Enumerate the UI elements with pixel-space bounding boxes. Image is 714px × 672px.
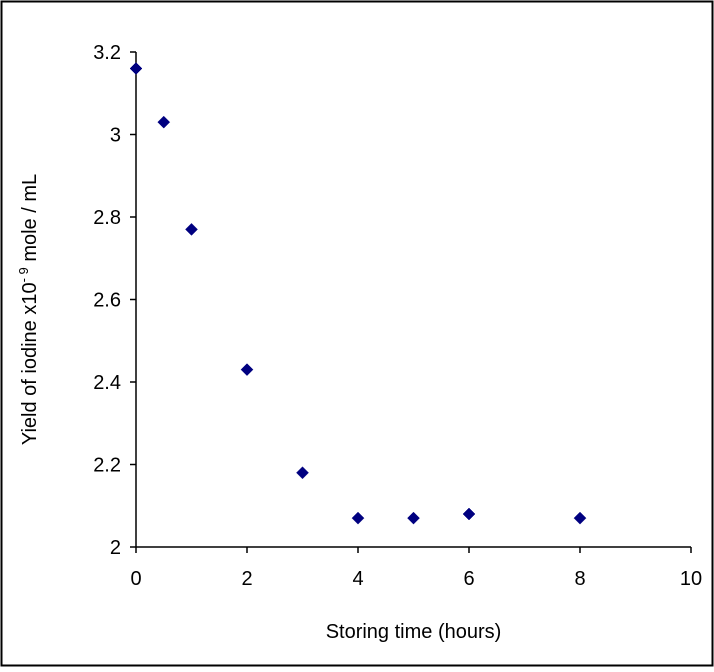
y-tick-label: 2.2 bbox=[93, 455, 121, 477]
data-point bbox=[573, 511, 587, 525]
y-tick-label: 3 bbox=[110, 125, 121, 147]
x-tick-label: 4 bbox=[352, 568, 363, 590]
x-tick-label: 6 bbox=[463, 568, 474, 590]
y-axis-label-suffix: mole / mL bbox=[19, 174, 41, 267]
x-axis-label: Storing time (hours) bbox=[326, 621, 502, 643]
x-tick-label: 8 bbox=[574, 568, 585, 590]
x-tick-label: 10 bbox=[680, 568, 702, 590]
y-axis-label-exponent: - 9 bbox=[16, 267, 31, 282]
data-points bbox=[129, 62, 587, 525]
y-tick-label: 2.6 bbox=[93, 290, 121, 312]
data-point bbox=[462, 507, 476, 521]
data-point bbox=[129, 62, 143, 75]
y-tick-label: 2.8 bbox=[93, 207, 121, 229]
data-point bbox=[185, 223, 198, 236]
y-tick-label: 3.2 bbox=[93, 42, 121, 64]
y-axis-label-prefix: Yield of iodine x10 bbox=[19, 282, 41, 445]
data-point bbox=[240, 363, 254, 376]
y-axis-label: Yield of iodine x10- 9 mole / mL bbox=[16, 174, 41, 445]
y-tick-label: 2.4 bbox=[93, 372, 121, 394]
data-point bbox=[407, 511, 420, 525]
data-point bbox=[351, 511, 365, 525]
y-tick-label: 2 bbox=[110, 537, 121, 559]
data-point bbox=[296, 466, 309, 480]
x-tick-label: 2 bbox=[241, 568, 252, 590]
data-point bbox=[157, 115, 171, 129]
x-tick-label: 0 bbox=[130, 568, 141, 590]
